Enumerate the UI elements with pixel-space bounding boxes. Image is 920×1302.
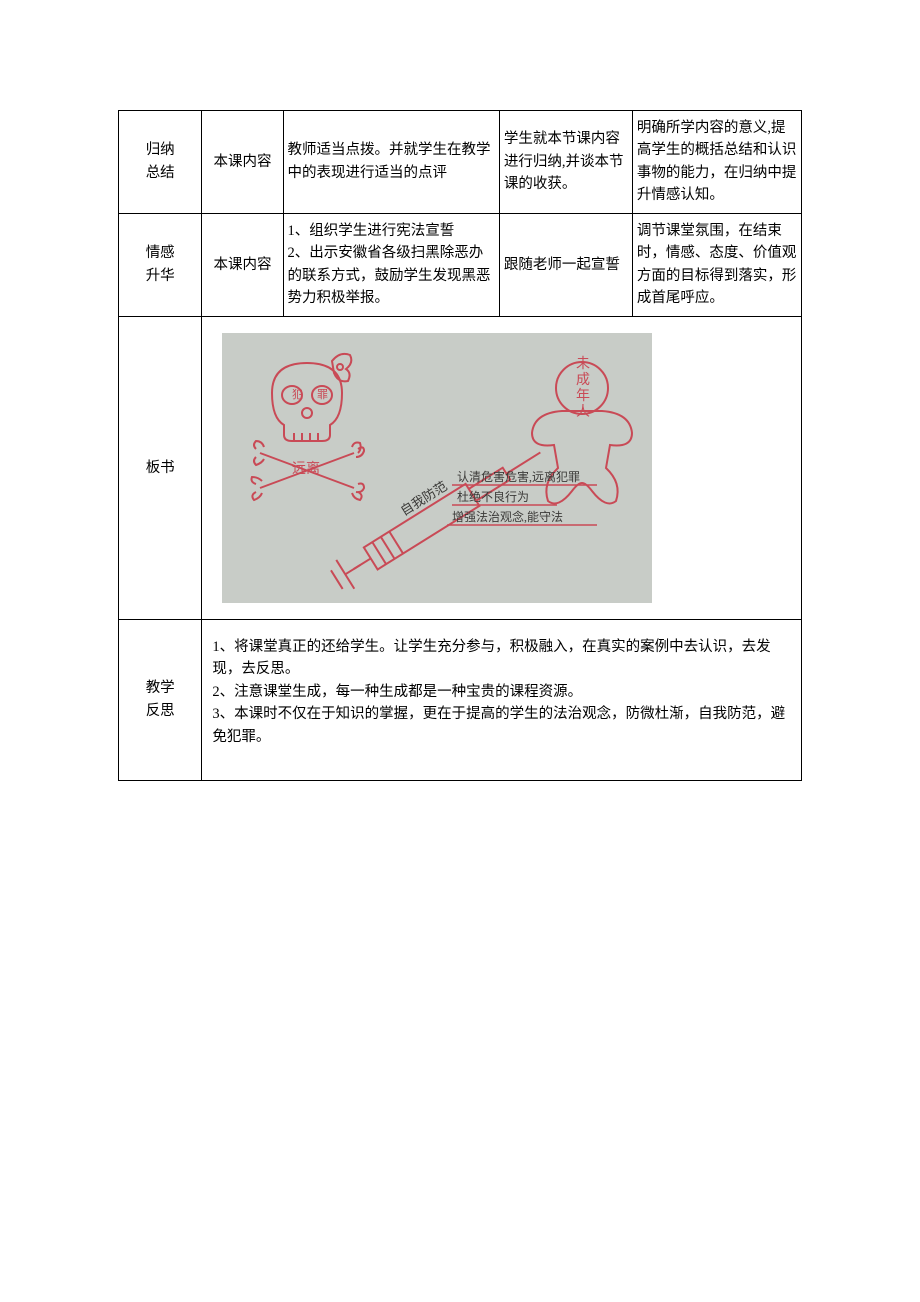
cell-intent: 调节课堂氛围，在结束时，情感、态度、价值观方面的目标得到落实，形成首尾呼应。: [632, 213, 801, 316]
boardwork-row: 板书: [119, 316, 802, 619]
boardwork-label: 板书: [119, 316, 202, 619]
skull-text-eye1: 犯: [292, 388, 303, 401]
reflection-text: 1、将课堂真正的还给学生。让学生充分参与，积极融入，在真实的案例中去认识，去发现…: [202, 619, 802, 780]
reflection-row: 教学反思 1、将课堂真正的还给学生。让学生充分参与，积极融入，在真实的案例中去认…: [119, 619, 802, 780]
cell-content: 本课内容: [202, 111, 283, 214]
cell-teacher: 教师适当点拨。并就学生在教学中的表现进行适当的点评: [283, 111, 499, 214]
table-row: 情感升华 本课内容 1、组织学生进行宪法宣誓2、出示安徽省各级扫黑除恶办的联系方…: [119, 213, 802, 316]
cell-content: 本课内容: [202, 213, 283, 316]
line-text-3: 增强法治观念,能守法: [452, 509, 563, 524]
cell-student: 跟随老师一起宣誓: [499, 213, 632, 316]
boardwork-drawing: 犯 罪 远离 未 成 年 人: [222, 333, 652, 603]
cell-stage: 归纳总结: [119, 111, 202, 214]
skull-text-eye2: 罪: [317, 388, 328, 401]
line-text-1: 认清危害危害,远离犯罪: [457, 469, 580, 484]
line-text-2: 杜绝不良行为: [457, 489, 529, 504]
boardwork-cell: 犯 罪 远离 未 成 年 人: [202, 316, 802, 619]
cell-student: 学生就本节课内容进行归纳,并谈本节课的收获。: [499, 111, 632, 214]
reflection-label: 教学反思: [119, 619, 202, 780]
cell-teacher: 1、组织学生进行宪法宣誓2、出示安徽省各级扫黑除恶办的联系方式，鼓励学生发现黑恶…: [283, 213, 499, 316]
skull-text-bottom: 远离: [292, 460, 320, 477]
cell-stage: 情感升华: [119, 213, 202, 316]
cell-intent: 明确所学内容的意义,提高学生的概括总结和认识事物的能力，在归纳中提升情感认知。: [632, 111, 801, 214]
lesson-plan-table: 归纳总结 本课内容 教师适当点拨。并就学生在教学中的表现进行适当的点评 学生就本…: [118, 110, 802, 781]
table-row: 归纳总结 本课内容 教师适当点拨。并就学生在教学中的表现进行适当的点评 学生就本…: [119, 111, 802, 214]
